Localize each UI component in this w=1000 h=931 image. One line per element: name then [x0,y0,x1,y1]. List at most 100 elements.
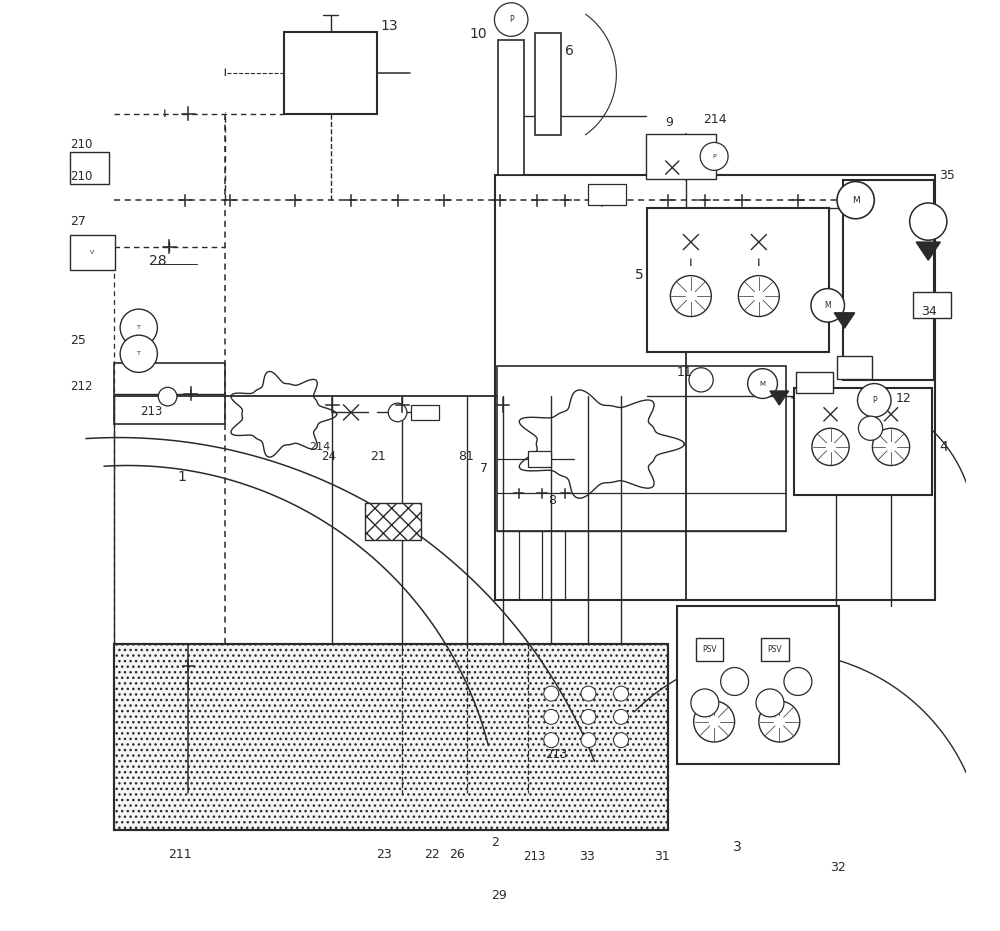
Circle shape [614,686,628,701]
Text: P: P [872,396,877,405]
Bar [498,40,524,175]
Bar [843,180,934,380]
Text: 214: 214 [703,113,727,126]
Circle shape [120,309,157,346]
Text: 23: 23 [376,848,392,861]
Circle shape [544,686,559,701]
Text: 81: 81 [458,450,474,463]
Circle shape [694,701,735,742]
Text: 2: 2 [491,836,499,849]
Circle shape [748,369,777,398]
Text: M: M [852,196,860,205]
Text: 32: 32 [831,861,846,874]
Bar [114,644,668,830]
Circle shape [614,709,628,724]
Circle shape [837,182,874,219]
Bar [837,356,872,379]
Text: 5: 5 [635,267,644,282]
Polygon shape [834,313,855,328]
Circle shape [700,142,728,170]
Bar [535,33,561,135]
Text: V: V [90,250,94,255]
Text: 21: 21 [370,450,385,463]
Bar [913,292,951,318]
Text: 34: 34 [921,305,937,318]
Circle shape [120,335,157,372]
Text: 212: 212 [70,380,92,393]
Bar [696,638,723,661]
Circle shape [756,689,784,717]
Text: 4: 4 [939,439,948,454]
Bar [646,134,716,179]
Text: 210: 210 [70,138,92,151]
Text: 28: 28 [149,253,167,268]
Bar [588,184,626,205]
Text: 213: 213 [545,748,567,761]
Circle shape [689,368,713,392]
Text: 13: 13 [381,19,398,34]
Text: 211: 211 [168,848,191,861]
Bar [411,405,439,420]
Bar [761,638,789,661]
Text: 12: 12 [896,392,911,405]
Circle shape [811,289,844,322]
Circle shape [759,701,800,742]
Text: 25: 25 [70,334,86,347]
Polygon shape [916,242,940,260]
Text: 24: 24 [321,450,336,463]
Text: M: M [760,381,766,386]
Bar [796,372,833,393]
Text: 1: 1 [177,469,186,484]
Bar [495,175,935,600]
Text: PSV: PSV [702,645,717,654]
Circle shape [388,403,407,422]
Bar [677,606,839,764]
Bar [70,235,115,270]
Bar [528,451,551,467]
Text: 11: 11 [677,366,693,379]
Bar [497,366,786,531]
Circle shape [614,733,628,748]
Text: 35: 35 [939,169,955,182]
Text: 29: 29 [491,889,506,902]
Text: 214: 214 [309,442,330,452]
Text: T: T [137,325,141,331]
Text: P: P [509,15,513,24]
Bar [114,363,225,424]
Bar [70,152,109,184]
Text: 9: 9 [666,116,674,129]
Text: 3: 3 [733,840,742,855]
Text: 10: 10 [469,26,487,41]
Text: T: T [137,351,141,357]
Polygon shape [770,391,789,405]
Circle shape [544,733,559,748]
Text: 27: 27 [70,215,86,228]
Circle shape [494,3,528,36]
Circle shape [738,276,779,317]
Circle shape [812,428,849,466]
Text: 22: 22 [424,848,439,861]
Bar [365,503,421,540]
Text: PSV: PSV [767,645,782,654]
Text: 213: 213 [140,405,162,418]
Circle shape [670,276,711,317]
Text: M: M [824,301,831,310]
Text: 31: 31 [654,850,669,863]
Text: 213: 213 [523,850,546,863]
Bar [647,208,829,352]
Circle shape [721,668,749,695]
Circle shape [691,689,719,717]
Text: 7: 7 [480,462,488,475]
Circle shape [158,387,177,406]
Circle shape [581,733,596,748]
Circle shape [858,384,891,417]
Text: 33: 33 [579,850,595,863]
Text: 26: 26 [449,848,465,861]
Bar [284,32,377,114]
Text: 8: 8 [548,494,556,507]
Circle shape [858,416,883,440]
Bar [114,644,668,830]
Text: 210: 210 [70,170,92,183]
Circle shape [784,668,812,695]
Circle shape [581,686,596,701]
